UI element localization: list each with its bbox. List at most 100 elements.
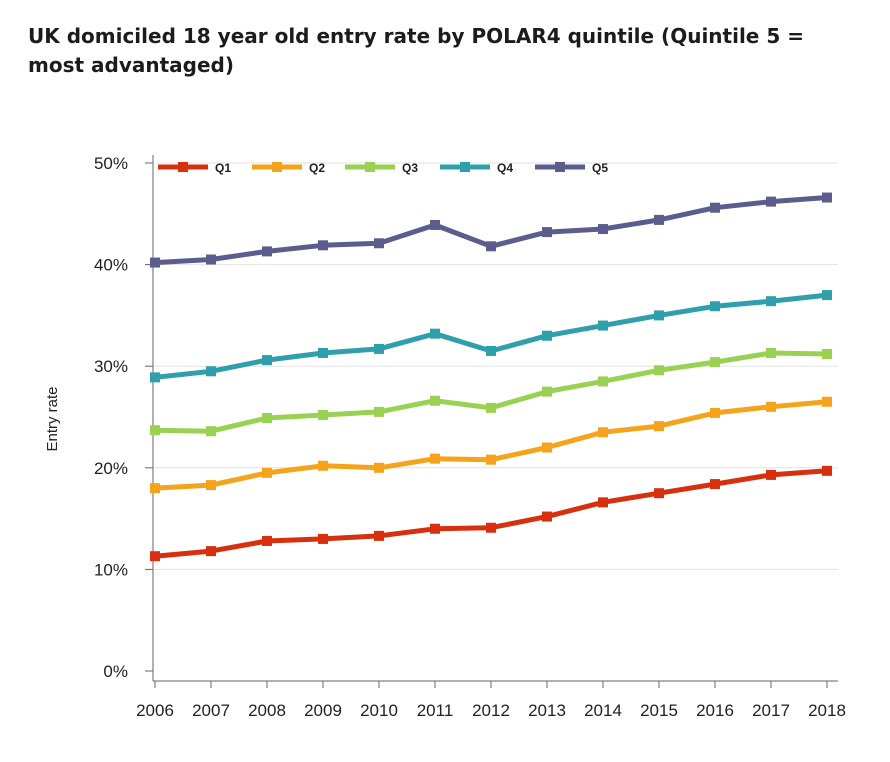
data-point-q4: [542, 330, 552, 341]
data-point-q2: [598, 427, 608, 438]
legend: Q1 Q2 Q3 Q4 Q5: [158, 161, 608, 175]
data-point-q2: [766, 401, 776, 412]
data-point-q1: [766, 469, 776, 480]
data-point-q1: [262, 535, 272, 546]
data-point-q5: [430, 219, 440, 230]
data-point-q1: [822, 465, 832, 476]
y-tick-label: 10%: [94, 560, 128, 579]
data-point-q5: [374, 238, 384, 249]
y-tick-label: 40%: [94, 256, 128, 275]
data-point-q5: [654, 214, 664, 225]
data-point-q3: [822, 349, 832, 360]
data-point-q2: [710, 407, 720, 418]
data-point-q2: [486, 454, 496, 465]
data-point-q1: [654, 488, 664, 499]
data-point-q3: [206, 426, 216, 437]
gridlines: [155, 162, 838, 570]
legend-label-q4: Q4: [497, 161, 513, 175]
data-point-q2: [374, 462, 384, 473]
chart-title: UK domiciled 18 year old entry rate by P…: [28, 24, 804, 77]
data-point-q1: [318, 533, 328, 544]
data-point-q3: [542, 386, 552, 397]
y-tick-label: 50%: [94, 154, 128, 173]
data-point-q2: [206, 480, 216, 491]
data-point-q5: [822, 192, 832, 203]
data-point-q5: [262, 246, 272, 257]
data-point-q1: [374, 530, 384, 541]
data-point-q4: [598, 320, 608, 331]
x-tick-label: 2015: [640, 701, 678, 720]
data-point-q4: [654, 310, 664, 321]
data-point-q1: [710, 479, 720, 490]
data-point-q2: [654, 421, 664, 432]
data-point-q3: [710, 357, 720, 368]
data-point-q2: [430, 453, 440, 464]
data-point-q5: [598, 224, 608, 235]
y-axis-ticks: 0% 10% 20% 30% 40% 50%: [94, 154, 153, 681]
data-point-q4: [150, 372, 160, 383]
data-point-q1: [206, 546, 216, 557]
data-point-q5: [206, 254, 216, 265]
data-point-q3: [262, 413, 272, 424]
x-tick-label: 2009: [304, 701, 342, 720]
legend-label-q1: Q1: [215, 161, 231, 175]
data-point-q4: [766, 296, 776, 307]
data-point-q4: [710, 301, 720, 312]
y-axis-title: Entry rate: [44, 386, 61, 451]
legend-marker-q1: [178, 162, 188, 172]
series-line-q5: [152, 195, 830, 266]
data-point-q5: [486, 241, 496, 252]
data-point-q4: [486, 345, 496, 356]
legend-marker-q5: [555, 162, 565, 172]
x-tick-label: 2012: [472, 701, 510, 720]
series-line-q1: [152, 468, 830, 559]
data-point-q1: [150, 551, 160, 562]
data-point-q4: [318, 347, 328, 358]
data-point-q1: [598, 497, 608, 508]
legend-label-q5: Q5: [592, 161, 608, 175]
data-point-q3: [374, 406, 384, 417]
x-tick-label: 2008: [248, 701, 286, 720]
data-point-q5: [542, 227, 552, 238]
data-point-q3: [318, 409, 328, 420]
legend-marker-q2: [272, 162, 282, 172]
data-point-q1: [430, 523, 440, 534]
data-point-q5: [318, 240, 328, 251]
legend-marker-q4: [460, 162, 470, 172]
data-point-q2: [262, 467, 272, 478]
data-point-q1: [486, 522, 496, 533]
x-tick-label: 2011: [417, 701, 454, 720]
x-tick-label: 2006: [136, 701, 174, 720]
data-point-q3: [598, 376, 608, 387]
x-tick-label: 2018: [808, 701, 846, 720]
series-line-q4: [152, 292, 830, 380]
x-tick-label: 2010: [360, 701, 398, 720]
data-point-q2: [822, 396, 832, 407]
axes: [152, 155, 838, 682]
data-point-q5: [766, 196, 776, 207]
data-point-q3: [486, 402, 496, 413]
data-point-q4: [430, 328, 440, 339]
y-tick-label: 0%: [103, 662, 128, 681]
data-point-q3: [430, 395, 440, 406]
data-point-q5: [150, 257, 160, 268]
x-tick-label: 2013: [528, 701, 566, 720]
y-tick-label: 20%: [94, 459, 128, 478]
data-point-q3: [150, 425, 160, 436]
x-tick-label: 2014: [584, 701, 622, 720]
x-tick-label: 2007: [192, 701, 230, 720]
x-axis-ticks: 2006 2007 2008 2009 2010 2011 2012 2013 2014 2015…: [136, 681, 846, 720]
y-tick-label: 30%: [94, 357, 128, 376]
data-point-q2: [150, 483, 160, 494]
data-point-q4: [262, 355, 272, 366]
legend-label-q2: Q2: [309, 161, 325, 175]
data-point-q4: [206, 366, 216, 377]
data-point-q3: [654, 365, 664, 376]
legend-label-q3: Q3: [402, 161, 418, 175]
series-line-q2: [152, 399, 830, 491]
data-point-q4: [374, 343, 384, 354]
legend-marker-q3: [365, 162, 375, 172]
data-point-q2: [318, 460, 328, 471]
x-tick-label: 2016: [696, 701, 734, 720]
